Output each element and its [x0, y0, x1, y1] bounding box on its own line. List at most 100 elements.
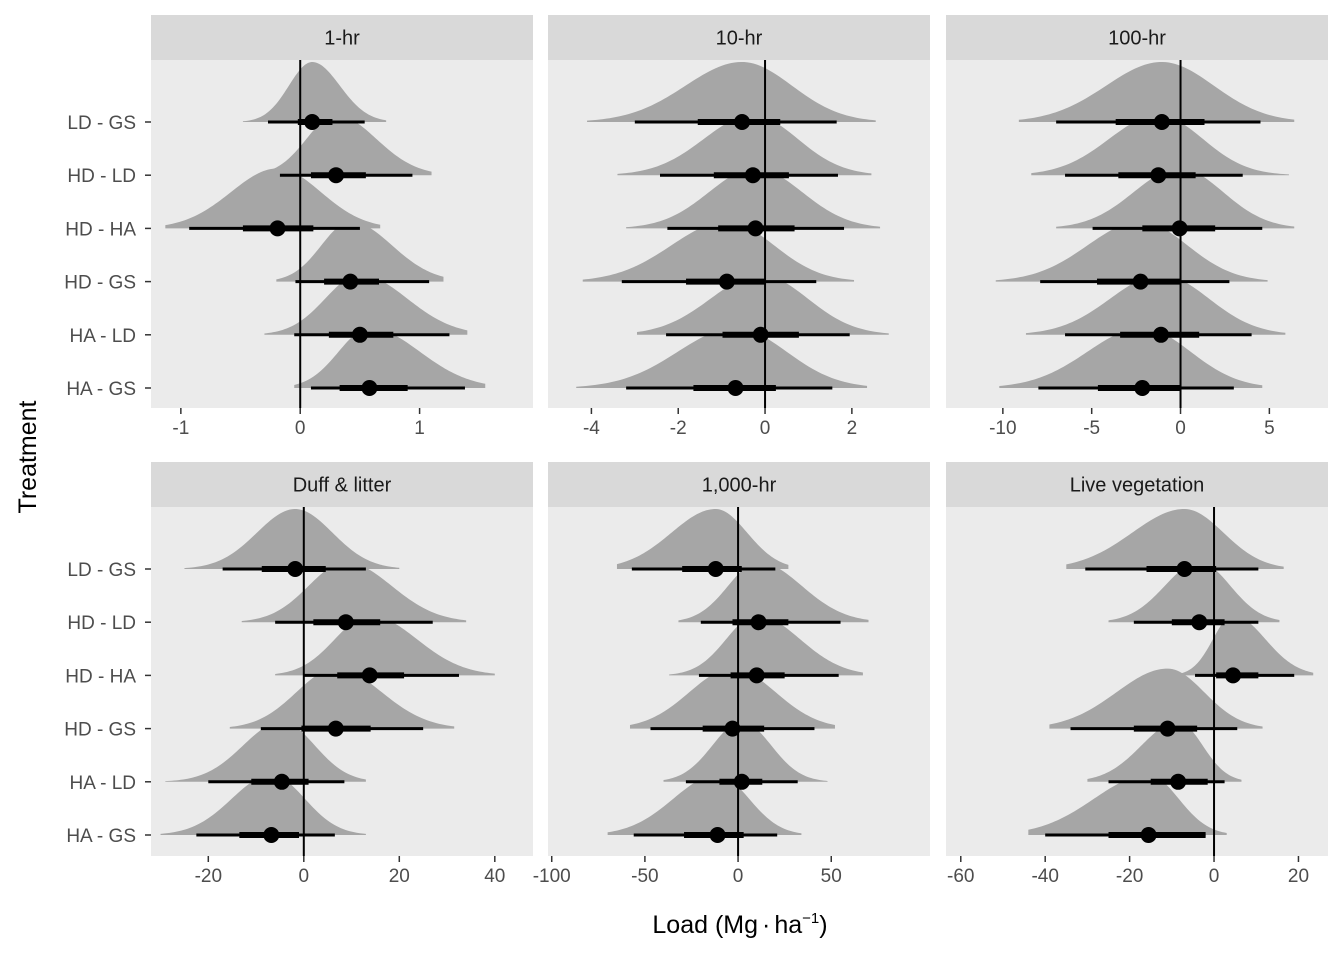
panel-1-000-hr: 1,000-hr -100 -50 0 50: [533, 462, 930, 887]
x-tick-label-100-hr: 5: [1264, 418, 1275, 439]
density-hd-ha: [1056, 168, 1295, 229]
x-tick-label-1-000-hr: 0: [733, 866, 744, 887]
density-hd-ld: [617, 115, 872, 176]
x-axis-title-unit: ha: [774, 911, 802, 939]
density-ha-gs: [294, 328, 486, 388]
density-ha-gs: [999, 328, 1263, 388]
y-tick-label-ld-gs: LD - GS: [67, 113, 136, 134]
y-axis-title: Treatment: [14, 400, 42, 513]
density-ld-gs: [184, 509, 400, 569]
x-tick-label-1-000-hr: 50: [821, 866, 842, 887]
median-point-ha-ld: [1170, 773, 1187, 790]
density-hd-ld: [1031, 115, 1289, 176]
median-point-ha-gs: [1140, 827, 1157, 843]
median-point-hd-gs: [342, 273, 359, 290]
median-point-hd-ha: [361, 667, 378, 684]
median-point-hd-ha: [269, 220, 286, 237]
median-point-ha-gs: [361, 380, 378, 396]
strip-live-vegetation: [946, 462, 1328, 507]
density-ld-gs: [1018, 62, 1295, 122]
y-tick-label-ha-gs: HA - GS: [66, 826, 136, 847]
y-tick-label-hd-ld: HD - LD: [67, 166, 136, 187]
panel-100-hr: 100-hr -10 -5 0 5: [946, 15, 1328, 439]
x-tick-label-10-hr: -2: [670, 418, 687, 439]
median-point-hd-gs: [1132, 273, 1149, 290]
density-hd-ld: [263, 115, 432, 176]
median-point-ld-gs: [287, 561, 304, 577]
density-hd-gs: [1049, 668, 1263, 729]
median-point-ld-gs: [304, 114, 321, 130]
x-tick-label-100-hr: -10: [989, 418, 1016, 439]
median-point-ha-gs: [1134, 380, 1151, 396]
strip-title-1-hr: 1-hr: [324, 28, 360, 50]
density-hd-gs: [629, 668, 835, 729]
panel-duff-and-litter: Duff & litter -20 0 20 40 LD - GS HD - LD HD - …: [64, 462, 533, 887]
y-tick-label-hd-gs: HD - GS: [64, 720, 136, 741]
median-point-hd-ha: [747, 220, 764, 237]
x-tick-label-100-hr: -5: [1083, 418, 1100, 439]
median-point-hd-ld: [744, 167, 761, 184]
strip-10-hr: [548, 15, 930, 60]
y-tick-label-hd-gs: HD - GS: [64, 273, 136, 294]
y-tick-label-ld-gs: LD - GS: [67, 560, 136, 581]
x-tick-label-1-000-hr: -50: [631, 866, 658, 887]
median-point-hd-ld: [1191, 614, 1208, 631]
x-tick-label-duff-and-litter: 20: [389, 866, 410, 887]
density-ld-gs: [616, 509, 789, 569]
x-tick-label-100-hr: 0: [1175, 418, 1186, 439]
x-axis-title: Load (Mg · ha−1): [652, 910, 827, 939]
y-tick-label-ha-gs: HA - GS: [66, 379, 136, 400]
x-tick-label-duff-and-litter: 40: [484, 866, 505, 887]
density-hd-gs: [582, 221, 855, 282]
median-point-ld-gs: [707, 561, 724, 577]
median-point-ha-ld: [273, 773, 290, 790]
strip-100-hr: [946, 15, 1328, 60]
strip-1-hr: [151, 15, 533, 60]
density-ld-gs: [1066, 509, 1284, 569]
median-point-hd-ha: [1225, 667, 1242, 684]
panel-live-vegetation: Live vegetation -60 -40 -20 0 20: [946, 462, 1328, 887]
x-axis-title-superscript: −1: [802, 910, 819, 927]
density-ld-gs: [587, 62, 876, 122]
median-point-ld-gs: [1176, 561, 1193, 577]
x-tick-label-10-hr: -4: [583, 418, 600, 439]
x-tick-label-duff-and-litter: 0: [299, 866, 310, 887]
strip-title-duff-and-litter: Duff & litter: [293, 475, 392, 497]
density-hd-ha: [626, 168, 881, 229]
x-tick-label-live-vegetation: -40: [1031, 866, 1058, 887]
density-hd-gs: [229, 668, 455, 729]
y-tick-label-hd-ld: HD - LD: [67, 613, 136, 634]
density-ha-gs: [1028, 775, 1227, 835]
strip-1-000-hr: [548, 462, 930, 507]
median-point-ha-ld: [351, 326, 368, 343]
median-point-hd-gs: [724, 720, 741, 737]
density-hd-ha: [165, 168, 381, 229]
x-axis-title-close: ): [819, 911, 827, 939]
density-ha-gs: [576, 328, 868, 388]
density-hd-ld: [241, 562, 467, 623]
density-ha-ld: [1025, 274, 1286, 335]
density-ha-ld: [264, 274, 468, 335]
y-tick-label-ha-ld: HA - LD: [69, 773, 136, 794]
density-ha-gs: [160, 775, 366, 835]
x-tick-label-10-hr: 2: [847, 418, 858, 439]
density-ha-ld: [165, 721, 366, 782]
strip-title-1-000-hr: 1,000-hr: [702, 475, 777, 497]
y-tick-label-ha-ld: HA - LD: [69, 326, 136, 347]
x-tick-label-10-hr: 0: [760, 418, 771, 439]
x-tick-label-1-hr: 0: [295, 418, 306, 439]
x-tick-label-1-hr: -1: [172, 418, 189, 439]
x-axis-title-main: Load (Mg: [652, 911, 758, 939]
median-point-hd-ha: [1171, 220, 1188, 237]
panel-1-hr: 1-hr -1 0 1 LD - GS HD - LD HD - HA HD - GS HA -…: [64, 15, 533, 439]
panel-10-hr: 10-hr -4 -2 0 2: [548, 15, 930, 439]
median-point-ha-gs: [709, 827, 726, 843]
strip-title-100-hr: 100-hr: [1108, 28, 1166, 50]
density-hd-gs: [276, 221, 444, 282]
median-point-hd-ld: [328, 167, 345, 184]
density-ld-gs: [242, 62, 387, 122]
density-ha-ld: [636, 274, 889, 335]
x-tick-label-live-vegetation: -60: [947, 866, 974, 887]
median-point-ld-gs: [734, 114, 751, 130]
